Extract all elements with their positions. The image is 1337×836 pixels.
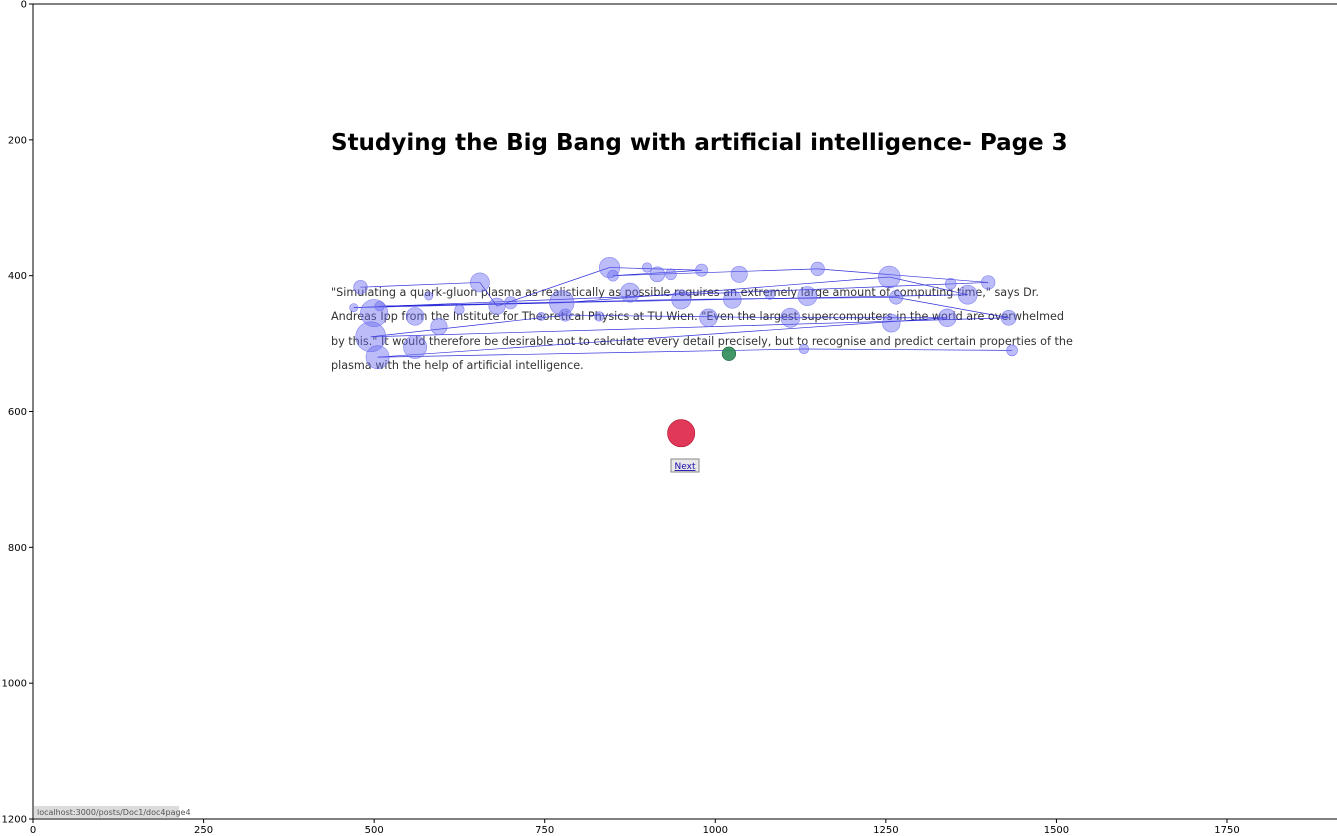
fixation-point [430,318,448,336]
fixation-point [353,280,368,295]
x-axis-ticks: 0 250 500 750 1000 1250 1500 1750 [30,819,1240,836]
scanpath-segment [609,267,702,271]
fixation-point [374,301,385,312]
fixation-point [810,261,825,276]
scanpath-segment [681,297,897,300]
x-tick-label: 1250 [873,825,898,836]
fixation-point [730,265,748,283]
fixation-point [699,308,718,327]
fixation-point [360,299,389,327]
y-tick-label: 0 [21,0,27,11]
next-button-frame[interactable] [670,458,700,473]
fixation-point [558,308,572,322]
status-bar: localhost:3000/posts/Doc1/doc4page4 [34,806,191,818]
y-tick-label: 1000 [2,679,27,690]
x-tick-label: 1750 [1214,825,1239,836]
fixation-point [405,307,425,326]
scanpath-segment [612,269,702,277]
fixation-point [504,296,518,310]
start-point [721,346,737,361]
fixation-point [665,268,677,281]
paragraph-line: "Simulating a quark-gluon plasma as real… [331,286,1039,299]
fixation-point [488,297,506,315]
y-axis-ticks: 0 200 400 600 800 1000 1200 [2,0,33,826]
fixation-point [454,304,465,315]
fixation-point [365,345,390,370]
fixation-point [599,256,621,279]
scanpath-segment [817,268,989,283]
scanpath-segment [379,299,682,307]
fixation-point [671,289,692,310]
fixation-point [470,272,490,293]
scanpath-segment [803,348,1013,351]
scanpath-segment [353,282,989,308]
paragraph-line: by this." It would therefore be desirabl… [331,335,1073,348]
x-tick-label: 0 [30,825,36,836]
fixation-point [424,291,434,301]
x-tick-label: 250 [194,825,213,836]
fixation-point [695,263,709,277]
x-tick-label: 1500 [1044,825,1069,836]
fixation-point [957,284,978,305]
paragraph-line: plasma with the help of artificial intel… [331,359,584,372]
fixation-point [938,308,957,327]
paragraph: "Simulating a quark-gluon plasma as real… [331,286,1073,372]
fixation-point [536,312,546,321]
next-button-label[interactable]: Next [675,462,696,472]
x-tick-label: 750 [535,825,554,836]
fixation-layer [349,256,1018,370]
fixation-point [981,275,996,290]
y-tick-label: 600 [8,407,27,418]
fixation-point [1000,309,1017,326]
fixation-point [888,290,904,305]
fixation-point [403,335,427,359]
fixation-point [780,307,801,328]
scanpath-segment [565,314,791,319]
scanpath-segment [377,317,948,358]
scanpath-segment [896,297,1009,319]
page-title: Studying the Big Bang with artificial in… [331,130,1068,156]
fixation-point [944,278,957,290]
x-tick-label: 500 [365,825,384,836]
fixation-point [649,266,666,283]
scanpath-segment [889,276,968,296]
y-tick-label: 200 [8,135,27,146]
end-point [667,419,696,448]
fixation-point [1006,344,1018,357]
fixation-point [797,286,818,306]
fixation-point [641,262,653,273]
next-button[interactable]: Next [670,458,700,473]
status-bar-background [34,806,179,818]
fixation-point [594,311,605,322]
fixation-point [882,314,901,333]
fixation-point [798,343,810,355]
fixation-point [607,269,619,282]
y-tick-label: 1200 [2,815,27,826]
y-tick-label: 800 [8,543,27,554]
scanpath-segment [370,314,566,338]
fixation-point [878,265,901,289]
fixation-point [349,303,359,312]
x-tick-label: 1000 [703,825,728,836]
fixation-point [723,290,742,309]
scanpath-segment [561,276,890,304]
fixation-point [764,289,775,300]
fixation-point [355,321,387,353]
fixation-point [620,282,640,303]
marker-layer [667,346,737,448]
fixation-point [549,290,575,316]
scanpath-segment [612,268,818,277]
y-tick-label: 400 [8,271,27,282]
status-url: localhost:3000/posts/Doc1/doc4page4 [37,808,191,817]
scanpath-segment [360,282,480,288]
